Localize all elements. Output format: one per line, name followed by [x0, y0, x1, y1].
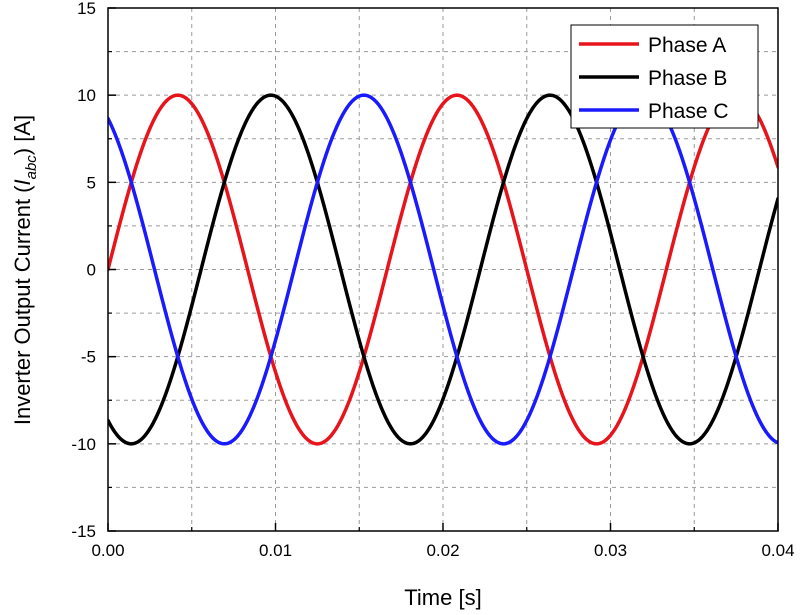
x-axis-title: Time [s]: [404, 585, 481, 610]
ticks: 0.00 0.01 0.02 0.03 0.04 -15 -10 -5 0 5 10 15: [71, 0, 794, 560]
y-tick-label: 0: [87, 261, 96, 280]
y-axis-title-suffix: ) [A]: [10, 115, 35, 155]
y-tick-label: -5: [81, 348, 96, 367]
y-tick-label: 10: [77, 86, 96, 105]
y-tick-label: 15: [77, 0, 96, 18]
legend-label-phase-c: Phase C: [648, 100, 729, 123]
y-tick-label: -15: [71, 522, 96, 541]
legend-label-phase-a: Phase A: [648, 34, 726, 57]
x-tick-label: 0.00: [91, 541, 124, 560]
x-tick-label: 0.02: [426, 541, 459, 560]
x-tick-label: 0.04: [761, 541, 794, 560]
y-tick-label: 5: [87, 173, 96, 192]
y-axis-title-prefix: Inverter Output Current (: [10, 185, 35, 425]
x-tick-label: 0.01: [259, 541, 292, 560]
legend: Phase A Phase B Phase C: [570, 24, 759, 129]
series-line-phase-a: [108, 93, 778, 446]
y-tick-label: -10: [71, 435, 96, 454]
series-line-phase-b: [108, 93, 778, 446]
legend-label-phase-b: Phase B: [648, 67, 727, 90]
y-axis-title: Inverter Output Current (Iabc) [A]: [10, 115, 40, 425]
y-axis-title-symbol: I: [10, 179, 35, 185]
y-axis-title-subscript: abc: [23, 155, 40, 180]
x-tick-label: 0.03: [594, 541, 627, 560]
